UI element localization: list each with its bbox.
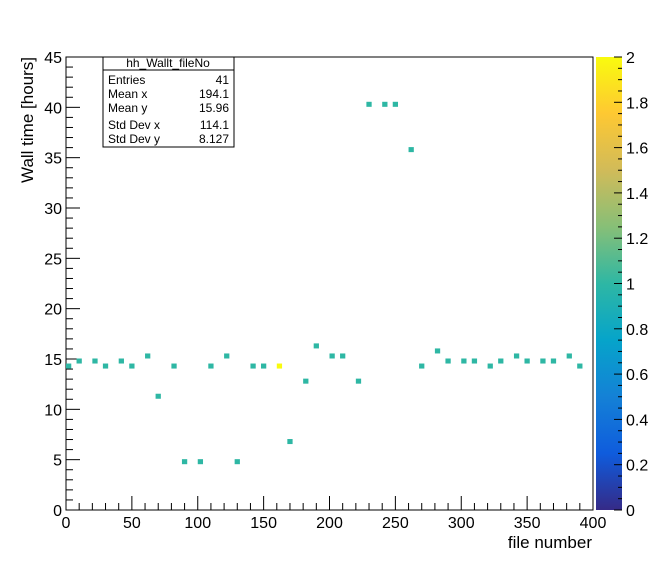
- data-bin: [224, 353, 230, 359]
- data-bin: [329, 353, 335, 359]
- data-bin: [118, 358, 124, 364]
- data-bin: [303, 378, 309, 384]
- data-bin: [66, 363, 72, 369]
- stats-stddev-y-value: 8.127: [199, 132, 229, 146]
- data-bin: [445, 358, 451, 364]
- data-bin: [234, 459, 240, 465]
- colorbar-axis: 0 0.2 0.4 0.6 0.8 1 1.2 1.4 1.6 1.8 2: [614, 50, 648, 520]
- data-bin: [434, 348, 441, 354]
- stats-mean-x-value: 194.1: [199, 87, 229, 101]
- data-bin: [382, 101, 388, 107]
- stats-box: hh_Wallt_fileNo Entries 41 Mean x 194.1 …: [102, 56, 235, 148]
- colorbar-tick-label: 0.2: [626, 458, 648, 475]
- data-bin: [340, 353, 346, 359]
- data-bin: [524, 358, 530, 364]
- y-tick-label: 35: [44, 151, 62, 168]
- stats-box-frame: [102, 56, 235, 148]
- stats-entries-label: Entries: [108, 73, 145, 87]
- stats-mean-y-value: 15.96: [199, 101, 229, 115]
- x-tick-label: 250: [382, 515, 409, 532]
- colorbar-tick-label: 0.8: [626, 322, 648, 339]
- colorbar-tick-label: 0.4: [626, 412, 648, 429]
- y-tick-label: 40: [44, 100, 62, 117]
- x-tick-label: 400: [580, 515, 607, 532]
- data-bin: [102, 363, 109, 369]
- data-bin: [471, 358, 478, 364]
- colorbar-tick-label: 1.8: [626, 95, 648, 112]
- data-bin: [540, 358, 546, 364]
- data-bin: [550, 358, 557, 364]
- y-tick-label: 10: [44, 402, 62, 419]
- data-bin: [487, 363, 493, 369]
- axes-group: 0 50 100 150 200 250 300 350 400 0 5 10 15 20 25 30 35 40…: [44, 50, 606, 532]
- colorbar-tick-label: 1.2: [626, 231, 648, 248]
- data-bin: [260, 363, 267, 369]
- data-bin: [408, 147, 414, 153]
- stats-box-title: hh_Wallt_fileNo: [126, 56, 210, 70]
- colorbar-tick-label: 0: [626, 503, 635, 520]
- x-axis-label: file number: [508, 533, 592, 552]
- data-bin: [366, 101, 372, 107]
- data-bin: [171, 363, 177, 369]
- x-tick-label: 50: [123, 515, 141, 532]
- data-bin: [197, 459, 204, 465]
- y-tick-label: 15: [44, 352, 62, 369]
- x-tick-label: 150: [250, 515, 277, 532]
- x-tick-label: 100: [184, 515, 211, 532]
- data-bin: [145, 353, 151, 359]
- colorbar-tick-label: 1.6: [626, 141, 648, 158]
- stats-mean-y-label: Mean y: [108, 101, 147, 115]
- y-tick-label: 25: [44, 251, 62, 268]
- data-bin: [355, 378, 362, 384]
- stats-stddev-x-label: Std Dev x: [108, 118, 160, 132]
- data-bin: [181, 459, 188, 465]
- data-bin: [392, 101, 399, 107]
- data-bin: [250, 363, 256, 369]
- colorbar-tick-label: 1.4: [626, 186, 648, 203]
- y-tick-label: 30: [44, 201, 62, 218]
- colorbar-tick-label: 1: [626, 277, 635, 294]
- data-bin: [419, 363, 425, 369]
- stats-stddev-x-value: 114.1: [200, 118, 229, 132]
- stats-stddev-y-label: Std Dev y: [108, 132, 160, 146]
- data-bin: [313, 343, 319, 349]
- data-bin: [155, 393, 161, 399]
- data-bin: [461, 358, 467, 364]
- data-bin: [287, 439, 293, 445]
- y-tick-label: 0: [53, 503, 62, 520]
- y-tick-label: 45: [44, 50, 62, 67]
- y-tick-label: 20: [44, 302, 62, 319]
- data-bin: [577, 363, 583, 369]
- y-axis-label: Wall time [hours]: [18, 57, 37, 183]
- data-bin: [76, 358, 82, 364]
- data-bin: [92, 358, 98, 364]
- x-tick-label: 350: [514, 515, 541, 532]
- y-tick-label: 5: [53, 453, 62, 470]
- colorbar-tick-label: 0.6: [626, 367, 648, 384]
- data-bin: [498, 358, 504, 364]
- stats-entries-value: 41: [216, 73, 230, 87]
- data-bin: [276, 363, 283, 369]
- data-marks: [66, 101, 583, 465]
- x-tick-label: 300: [448, 515, 475, 532]
- stats-mean-x-label: Mean x: [108, 87, 147, 101]
- data-bin: [513, 353, 520, 359]
- x-tick-label: 0: [62, 515, 71, 532]
- colorbar-tick-label: 2: [626, 50, 635, 67]
- data-bin: [208, 363, 214, 369]
- data-bin: [566, 353, 572, 359]
- data-bin: [129, 363, 135, 369]
- x-tick-label: 200: [316, 515, 343, 532]
